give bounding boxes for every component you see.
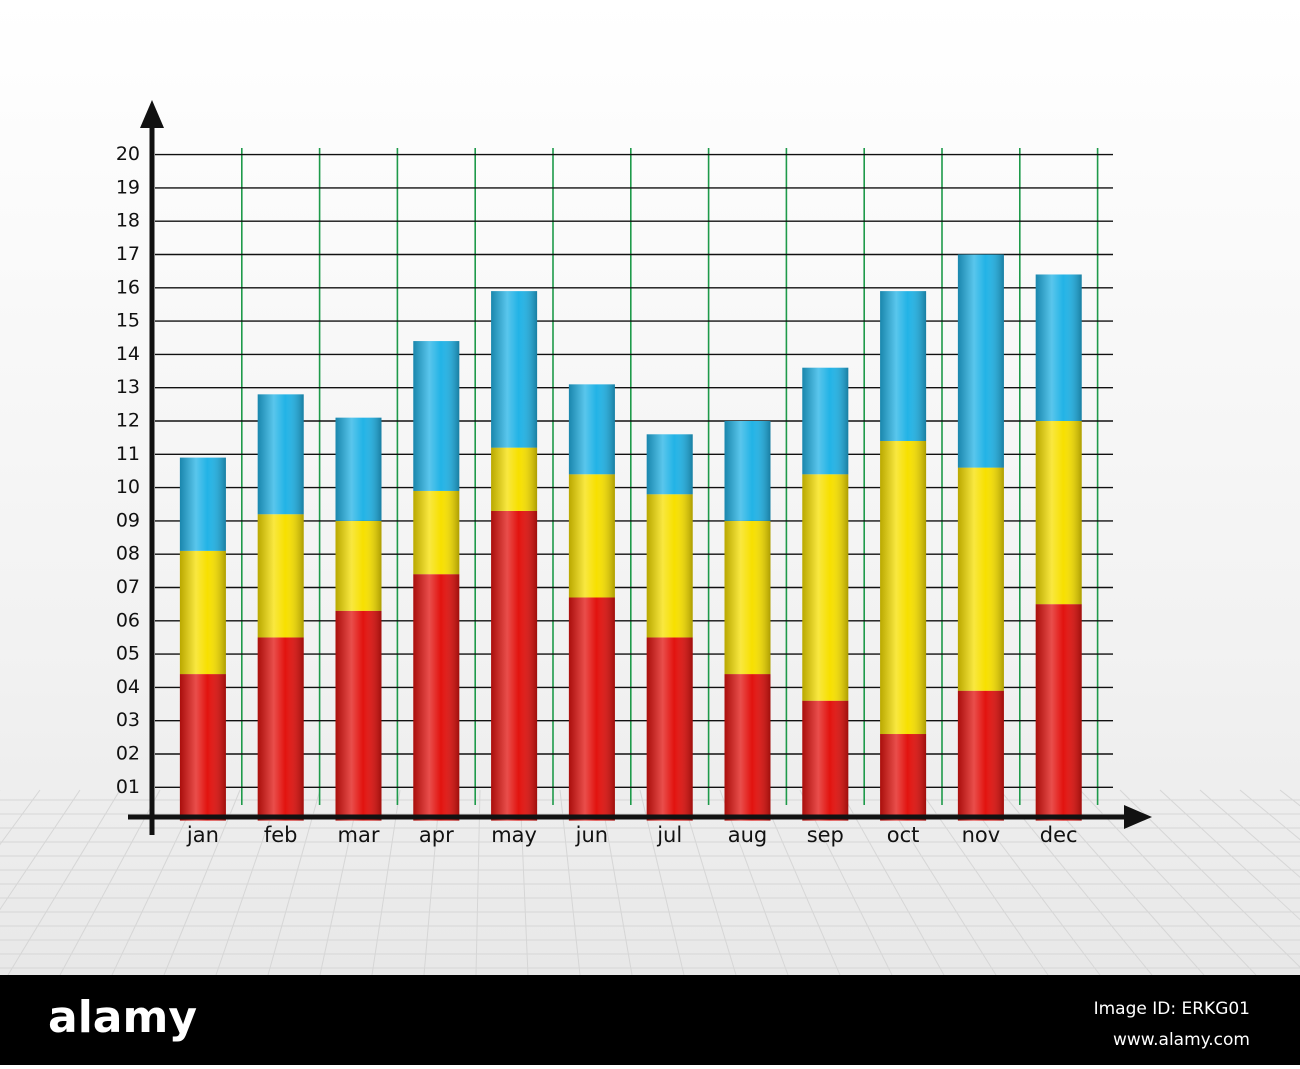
y-tick-label: 17 bbox=[116, 243, 140, 265]
y-axis-arrow bbox=[140, 100, 164, 128]
y-tick-label: 08 bbox=[116, 543, 140, 565]
x-axis-arrow bbox=[1124, 805, 1152, 829]
y-tick-label: 03 bbox=[116, 709, 140, 731]
x-tick-label: mar bbox=[338, 823, 380, 847]
x-tick-label: jul bbox=[656, 823, 682, 847]
plot: 01 02 03 04 05 06 07 08 09 10 11 12 13 14 15 16 17 18 19 20… bbox=[116, 100, 1152, 847]
x-tick-label: nov bbox=[962, 823, 1001, 847]
y-tick-label: 16 bbox=[116, 276, 140, 298]
y-tick-label: 07 bbox=[116, 576, 140, 598]
floor-line bbox=[1239, 789, 1300, 841]
x-tick-label: jun bbox=[575, 823, 608, 847]
y-tick-label: 15 bbox=[116, 310, 140, 332]
floor bbox=[0, 789, 1300, 976]
floor-line bbox=[879, 789, 997, 976]
floor-line bbox=[1119, 789, 1300, 968]
footer-logo: alamy bbox=[48, 992, 197, 1043]
footer-band bbox=[0, 975, 1300, 1065]
bar-shade bbox=[335, 417, 382, 821]
floor-line bbox=[959, 789, 1101, 976]
floor-line bbox=[111, 789, 201, 976]
y-tick-label: 13 bbox=[116, 376, 140, 398]
y-tick-label: 01 bbox=[116, 776, 140, 798]
bar-shade bbox=[957, 254, 1004, 821]
x-tick-label: sep bbox=[807, 823, 844, 847]
floor-line bbox=[215, 789, 281, 976]
floor-line bbox=[59, 789, 161, 976]
x-tick-label: jan bbox=[186, 823, 219, 847]
y-tick-label: 06 bbox=[116, 609, 140, 631]
floor-line bbox=[999, 789, 1153, 976]
y-tick-label: 14 bbox=[116, 343, 140, 365]
y-tick-label: 12 bbox=[116, 410, 140, 432]
bar-shade bbox=[179, 457, 226, 821]
x-tick-label: may bbox=[491, 823, 537, 847]
y-tick-label: 05 bbox=[116, 643, 140, 665]
floor-line bbox=[1159, 789, 1300, 921]
y-tick-label: 04 bbox=[116, 676, 140, 698]
floor-line bbox=[475, 789, 481, 976]
floor-line bbox=[719, 789, 789, 976]
floor-line bbox=[7, 789, 121, 976]
y-tick-label: 09 bbox=[116, 509, 140, 531]
floor-line bbox=[919, 789, 1049, 976]
bar-shade bbox=[491, 291, 538, 821]
y-tick-label: 20 bbox=[116, 143, 140, 165]
y-tick-label: 10 bbox=[116, 476, 140, 498]
floor-line bbox=[267, 789, 321, 976]
bar-shade bbox=[802, 367, 849, 821]
y-tick-label: 19 bbox=[116, 176, 140, 198]
bar-shade bbox=[646, 434, 693, 821]
floor-line bbox=[1039, 789, 1205, 976]
floor-line bbox=[371, 789, 401, 976]
y-tick-label: 11 bbox=[116, 443, 140, 465]
bar-shade bbox=[568, 384, 615, 821]
y-tick-label: 18 bbox=[116, 210, 140, 232]
floor-line bbox=[423, 789, 441, 976]
floor-line bbox=[163, 789, 241, 976]
floor-line bbox=[679, 789, 737, 976]
x-tick-label: feb bbox=[264, 823, 298, 847]
floor-line bbox=[839, 789, 945, 976]
floor-line bbox=[1079, 789, 1257, 976]
bar-shade bbox=[257, 394, 304, 821]
bar-shade bbox=[413, 341, 460, 821]
floor-line bbox=[759, 789, 841, 976]
floor-line bbox=[559, 789, 581, 976]
bar-shade bbox=[1035, 274, 1082, 821]
floor-line bbox=[639, 789, 685, 976]
floor-line bbox=[519, 789, 529, 976]
floor-line bbox=[319, 789, 361, 976]
x-tick-label: dec bbox=[1040, 823, 1078, 847]
x-tick-label: apr bbox=[419, 823, 454, 847]
y-tick-label: 02 bbox=[116, 743, 140, 765]
floor-line bbox=[0, 789, 41, 846]
x-tick-label: oct bbox=[887, 823, 920, 847]
x-tick-label: aug bbox=[728, 823, 768, 847]
bar-shade bbox=[880, 291, 927, 821]
floor-line bbox=[799, 789, 893, 976]
floor-line bbox=[599, 789, 633, 976]
bar-shade bbox=[724, 421, 771, 821]
floor-line bbox=[1199, 789, 1300, 878]
footer-image-id: Image ID: ERKG01 bbox=[1094, 999, 1250, 1019]
footer-url: www.alamy.com bbox=[1113, 1030, 1250, 1050]
floor-line bbox=[0, 789, 81, 911]
